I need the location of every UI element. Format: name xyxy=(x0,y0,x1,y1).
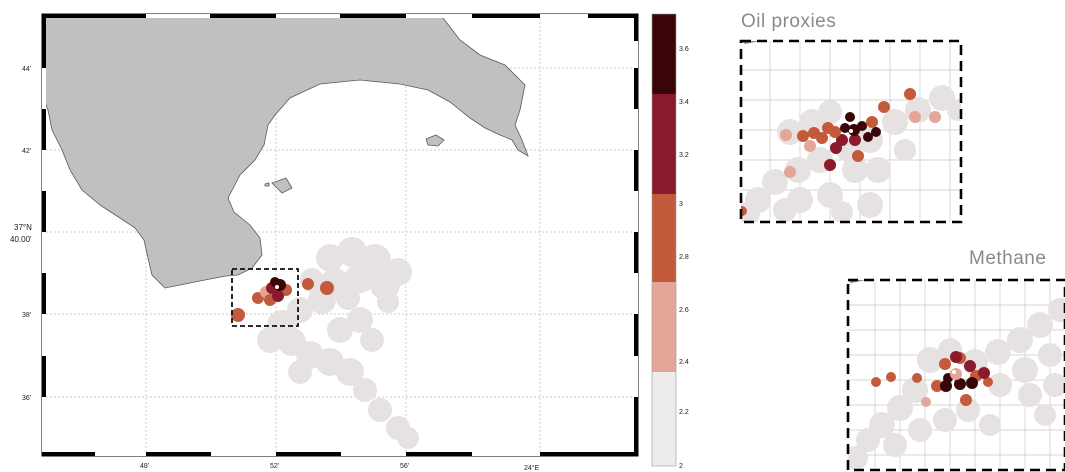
colorbar-tick: 2.6 xyxy=(679,307,689,314)
lon-tick: 24°E xyxy=(524,464,540,472)
proxy-points xyxy=(231,277,334,322)
colorbar-tick: 2.8 xyxy=(679,254,689,261)
inset-title-oil: Oil proxies xyxy=(741,11,836,32)
colorbar-tick: 2 xyxy=(679,463,683,470)
inset-methane xyxy=(846,278,1065,472)
colorbar-tick: 2.4 xyxy=(679,359,689,366)
inset-oil-proxies xyxy=(739,39,963,224)
lon-tick: 52' xyxy=(270,463,279,470)
plume xyxy=(257,237,419,449)
lat-tick: 44' xyxy=(22,66,31,73)
main-map: 44' 42' 37°N 40.00' 38' 36' 48' 52' 56' … xyxy=(10,13,639,472)
lat-tick: 42' xyxy=(22,148,31,155)
lat-tick: 36' xyxy=(22,395,31,402)
colorbar-tick: 3.4 xyxy=(679,99,689,106)
colorbar-tick: 3.6 xyxy=(679,46,689,53)
lat-center-label: 40.00' xyxy=(10,235,32,244)
colorbar: 3.6 3.4 3.2 3 2.8 2.6 2.4 2.2 2 xyxy=(651,13,689,470)
land-mass xyxy=(42,14,529,289)
lat-tick: 38' xyxy=(22,312,31,319)
zoom-box xyxy=(231,268,299,327)
colorbar-tick: 3.2 xyxy=(679,152,689,159)
colorbar-tick: 2.2 xyxy=(679,409,689,416)
lon-tick: 48' xyxy=(140,463,149,470)
colorbar-tick: 3 xyxy=(679,201,683,208)
inset-title-methane: Methane xyxy=(969,248,1046,269)
island-small xyxy=(271,177,293,194)
lon-tick: 56' xyxy=(400,463,409,470)
island-small xyxy=(425,134,445,147)
lat-center-label: 37°N xyxy=(14,223,32,232)
island-small xyxy=(264,182,270,187)
